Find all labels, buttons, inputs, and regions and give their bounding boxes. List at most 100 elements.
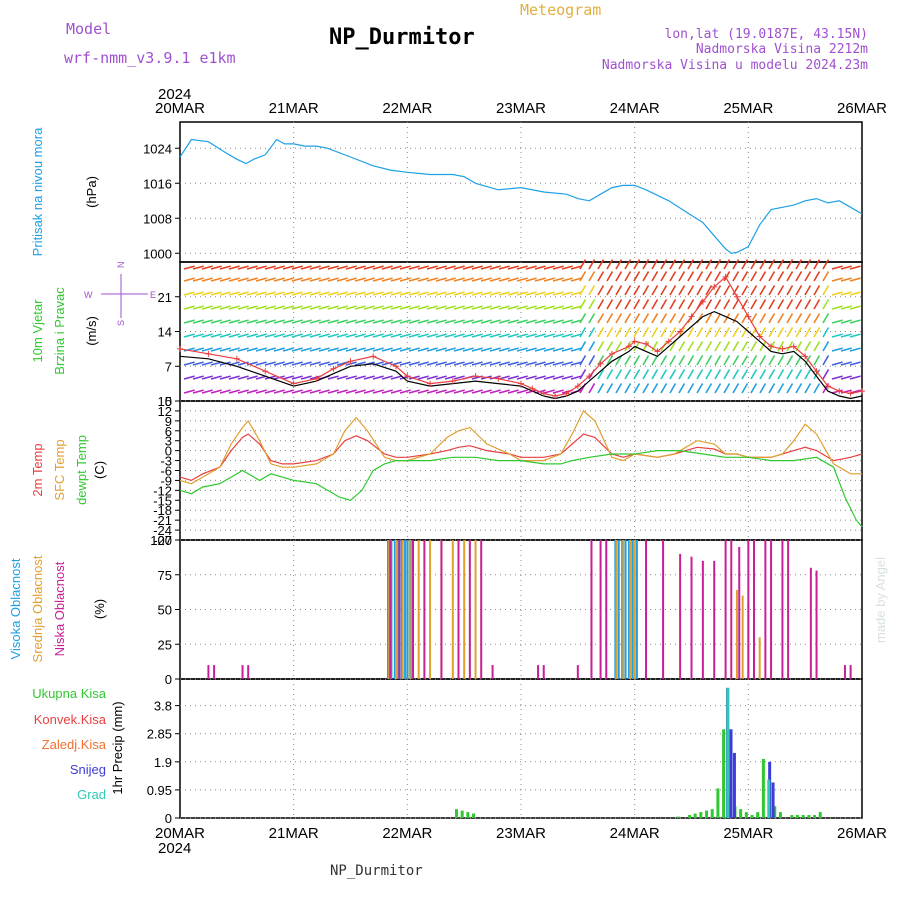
- wind-barb: [444, 305, 456, 310]
- wind-barb: [264, 361, 276, 366]
- wind-barb: [219, 347, 231, 352]
- wind-barb: [588, 313, 596, 324]
- wind-barb: [444, 277, 456, 282]
- wind-unit: (m/s): [84, 316, 99, 346]
- wind-barb: [579, 299, 587, 310]
- cloud-bar-2: [713, 560, 716, 679]
- wind-barb: [507, 291, 519, 296]
- wind-barb: [660, 271, 668, 282]
- wind-barb: [300, 319, 312, 324]
- wind-barb: [318, 389, 330, 394]
- wind-barb: [624, 259, 632, 270]
- gust-marker: [586, 373, 593, 380]
- wind-barb: [615, 327, 623, 338]
- wind-barb: [210, 291, 222, 296]
- y-tick-label-wind: 21: [158, 290, 172, 305]
- wind-barb: [741, 383, 749, 394]
- wind-barb: [435, 291, 447, 296]
- wind-barb: [687, 271, 695, 282]
- wind-barb: [264, 305, 276, 310]
- wind-barb: [786, 299, 794, 310]
- wind-barb: [552, 319, 564, 324]
- wind-barb: [336, 277, 348, 282]
- cloud-bar-2: [815, 570, 818, 679]
- cloud-bar-2: [747, 540, 750, 679]
- wind-barb: [399, 389, 411, 394]
- wind-barb: [507, 389, 519, 394]
- wind-barb: [183, 333, 195, 338]
- wind-barb: [570, 375, 582, 380]
- wind-barb: [282, 333, 294, 338]
- precip-bar: [472, 813, 476, 818]
- cloud-bar-0: [614, 540, 617, 679]
- wind-barb: [471, 277, 483, 282]
- wind-barb: [381, 319, 393, 324]
- wind-barb: [381, 333, 393, 338]
- precip-bar: [744, 812, 748, 818]
- wind-barb: [534, 375, 546, 380]
- wind-barb: [345, 347, 357, 352]
- wind-barb: [642, 299, 650, 310]
- wind-barb: [543, 305, 555, 310]
- wind-barb: [633, 285, 641, 296]
- precip-label-frozen: Zaledj.Kisa: [42, 737, 107, 752]
- wind-barb: [489, 347, 501, 352]
- wind-barb: [822, 259, 830, 270]
- wind-barb: [651, 369, 659, 380]
- gust-marker: [552, 393, 559, 400]
- wind-barb: [471, 291, 483, 296]
- wind-barb: [489, 305, 501, 310]
- wind-barb: [246, 389, 258, 394]
- wind-barb: [543, 375, 555, 380]
- wind-barb: [597, 369, 605, 380]
- cloud-bar-1: [633, 540, 636, 679]
- cloud-bar-2: [662, 540, 665, 679]
- wind-barb: [462, 277, 474, 282]
- wind-barb: [849, 277, 861, 282]
- wind-barb: [255, 291, 267, 296]
- model-label: Model: [66, 20, 111, 38]
- wind-barb: [471, 333, 483, 338]
- wind-barb: [390, 305, 402, 310]
- wind-barb: [516, 389, 528, 394]
- wind-barb: [471, 319, 483, 324]
- wind-barb: [399, 291, 411, 296]
- x-tick-label-top: 26MAR: [837, 100, 887, 117]
- wind-barb: [408, 305, 420, 310]
- wind-barb: [588, 341, 596, 352]
- wind-barb: [372, 333, 384, 338]
- wind-barb: [435, 305, 447, 310]
- wind-barb: [534, 305, 546, 310]
- precip-label-hail: Grad: [77, 787, 106, 802]
- wind-barb: [489, 265, 501, 270]
- precip-bar: [771, 782, 775, 818]
- wind-barb: [741, 285, 749, 296]
- gust-marker: [677, 328, 684, 335]
- wind-barb: [363, 319, 375, 324]
- wind-barb: [408, 347, 420, 352]
- wind-barb: [552, 361, 564, 366]
- wind-barb: [345, 277, 357, 282]
- wind-barb: [669, 383, 677, 394]
- wind-barb: [183, 277, 195, 282]
- precip-bar: [716, 788, 720, 818]
- cloud-bar-2: [645, 540, 648, 679]
- wind-barb: [282, 389, 294, 394]
- wind-barb: [318, 361, 330, 366]
- gust-marker: [563, 390, 570, 397]
- wind-barb: [201, 265, 213, 270]
- wind-barb: [426, 333, 438, 338]
- precip-bar: [732, 752, 736, 818]
- wind-barb: [498, 319, 510, 324]
- wind-barb: [561, 291, 573, 296]
- wind-barb: [705, 271, 713, 282]
- cloud-unit: (%): [92, 599, 107, 619]
- wind-barb: [300, 277, 312, 282]
- wind-barb: [480, 389, 492, 394]
- wind-barb: [696, 341, 704, 352]
- x-tick-label-top: 23MAR: [496, 100, 546, 117]
- wind-barb: [660, 369, 668, 380]
- wind-barb: [345, 265, 357, 270]
- wind-barb: [813, 259, 821, 270]
- temp-unit: (C): [92, 461, 107, 479]
